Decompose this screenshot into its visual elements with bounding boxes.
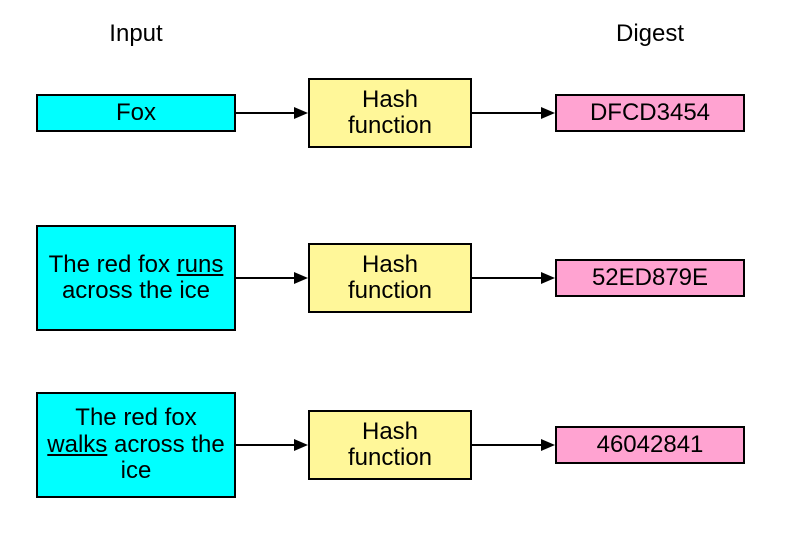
arrow-3b bbox=[472, 435, 555, 455]
arrow-1a bbox=[236, 103, 308, 123]
hash-label-3-line2: function bbox=[348, 445, 432, 471]
input-box-3: The red fox walks across the ice bbox=[36, 392, 236, 498]
output-text-1: DFCD3454 bbox=[590, 100, 710, 126]
arrow-2a bbox=[236, 268, 308, 288]
hash-box-2: Hash function bbox=[308, 243, 472, 313]
input-text-2: The red fox runs across the ice bbox=[46, 252, 226, 305]
arrow-1b bbox=[472, 103, 555, 123]
arrow-3a bbox=[236, 435, 308, 455]
output-box-1: DFCD3454 bbox=[555, 94, 745, 132]
input-text-1: Fox bbox=[116, 100, 156, 126]
hash-label-2-line1: Hash bbox=[362, 252, 418, 278]
input-text-3: The red fox walks across the ice bbox=[46, 405, 226, 484]
output-text-2: 52ED879E bbox=[592, 265, 708, 291]
hash-box-3: Hash function bbox=[308, 410, 472, 480]
input-box-1: Fox bbox=[36, 94, 236, 132]
hash-label-2-line2: function bbox=[348, 278, 432, 304]
input-box-2: The red fox runs across the ice bbox=[36, 225, 236, 331]
output-text-3: 46042841 bbox=[597, 432, 704, 458]
hash-diagram: Input Digest Fox Hash function DFCD3454 … bbox=[0, 0, 800, 541]
hash-label-1-line2: function bbox=[348, 113, 432, 139]
hash-box-1: Hash function bbox=[308, 78, 472, 148]
arrow-2b bbox=[472, 268, 555, 288]
output-box-2: 52ED879E bbox=[555, 259, 745, 297]
header-digest: Digest bbox=[550, 20, 750, 48]
output-box-3: 46042841 bbox=[555, 426, 745, 464]
hash-label-3-line1: Hash bbox=[362, 419, 418, 445]
hash-label-1-line1: Hash bbox=[362, 87, 418, 113]
header-input: Input bbox=[36, 20, 236, 48]
